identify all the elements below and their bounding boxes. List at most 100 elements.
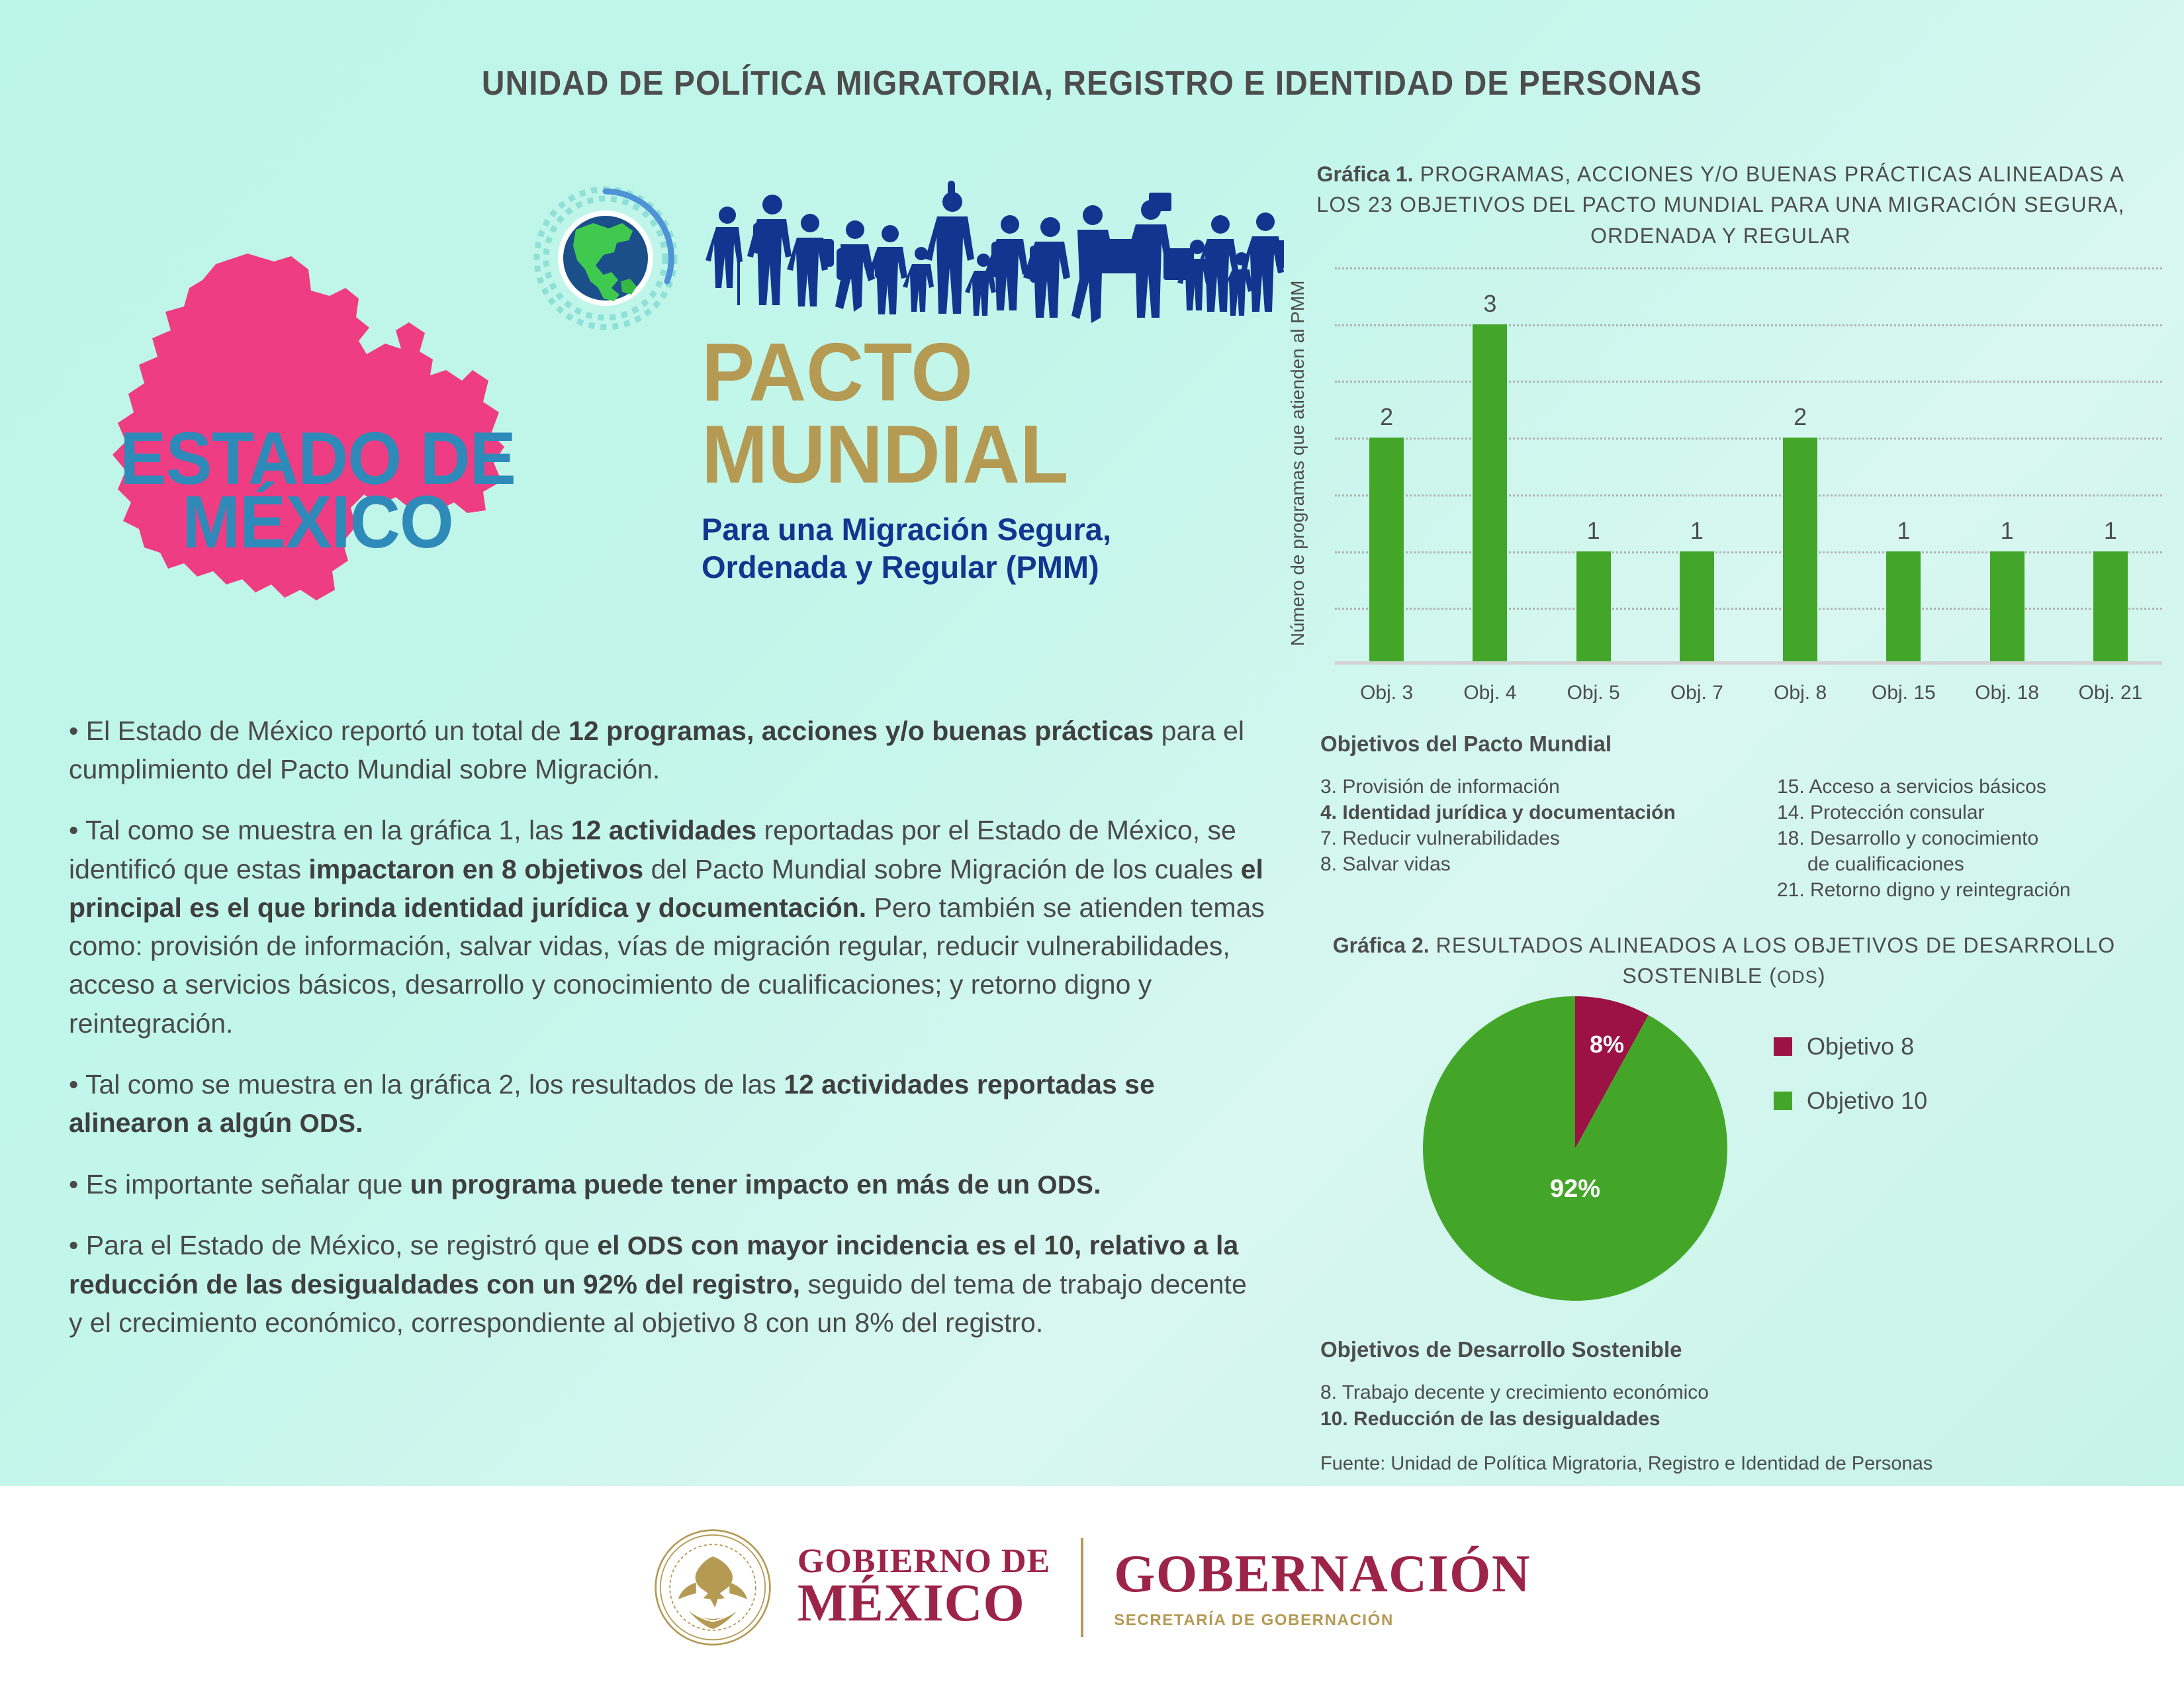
bar-value-label: 1 [1897,516,1911,544]
bar [1679,551,1714,665]
body-paragraph: • Es importante señalar que un programa … [69,1168,1101,1199]
body-paragraph: • Tal como se muestra en la gráfica 1, l… [69,815,1265,1039]
objective-item: 8. Salvar vidas [1320,853,1451,875]
gridline [1335,381,2162,383]
objective-item: 15. Acceso a servicios básicos [1777,776,2046,798]
migrants-silhouette-icon [705,181,1284,323]
gridline [1335,267,2162,269]
bar-value-label: 1 [1690,516,1704,544]
objective-item: 18. Desarrollo y conocimiento [1777,827,2039,849]
globe-icon [529,182,682,334]
bar-value-label: 3 [1483,289,1497,317]
objective-item: 14. Protección consular [1777,802,1985,823]
bar [1886,551,1921,665]
objective-item: 4. Identidad jurídica y documentación [1320,802,1676,823]
objective-item: 21. Retorno digno y reintegración [1777,879,2071,901]
legend-swatch [1774,1037,1792,1056]
bar-value-label: 1 [2103,516,2117,544]
x-axis-tick: Obj. 7 [1670,682,1723,704]
objective-item: 3. Provisión de información [1320,776,1560,798]
gobernacion-wordmark: GOBERNACIÓN SECRETARÍA DE GOBERNACIÓN [1114,1544,1531,1630]
bar-chart-x-axis-labels: Obj. 3 Obj. 4 Obj. 5 Obj. 7 Obj. 8 Obj. 15 Obj… [1335,682,2162,704]
body-text: • El Estado de México reportó un total d… [69,712,1267,1365]
pacto-sub-line-1: Para una Migración Segura, [702,512,1112,547]
x-axis-tick: Obj. 5 [1567,682,1620,704]
legend-swatch [1774,1092,1792,1110]
pie-chart-graphic: 8% 92% [1423,996,1727,1301]
legend-label: Objetivo 10 [1807,1087,1928,1114]
state-line-1: ESTADO DE [120,417,516,500]
bar-value-label: 2 [1794,403,1807,431]
legend-item: Objetivo 10 [1774,1087,1927,1115]
ods-objective-item: 8. Trabajo decente y crecimiento económi… [1320,1382,1709,1403]
gobernacion-sub: SECRETARÍA DE GOBERNACIÓN [1114,1611,1394,1629]
body-paragraph: • Tal como se muestra en la gráfica 2, l… [69,1068,1155,1138]
chart1-title-label: Gráfica 1. [1316,162,1414,186]
x-axis-tick: Obj. 8 [1774,682,1827,704]
footer: GOBIERNO DE MÉXICO GOBERNACIÓN SECRETARÍ… [0,1486,2184,1688]
pie-slices [1423,996,1727,1301]
x-axis-tick: Obj. 18 [1975,682,2039,704]
chart2-title-label: Gráfica 2. [1332,933,1430,957]
ods-objective-item: 10. Reducción de las desigualdades [1320,1407,1661,1430]
bar-group: 1 [1651,267,1743,665]
bar-value-label: 1 [1586,516,1600,544]
bar-group: 1 [2065,267,2156,665]
x-axis-tick: Obj. 3 [1360,682,1414,704]
ods-objectives-legend: Objetivos de Desarrollo Sostenible 8. Tr… [1320,1337,2181,1432]
pie-label-objetivo-10: 92% [1550,1175,1601,1203]
body-paragraph: • El Estado de México reportó un total d… [69,716,1245,785]
bar [2093,551,2128,665]
pacto-sub-line-2: Ordenada y Regular (PMM) [702,549,1099,585]
pie-chart-legend: Objetivo 8 Objetivo 10 [1774,1033,1927,1141]
pie-chart: 8% 92% Objetivo 8 Objetivo 10 [1403,996,2144,1307]
bar-group: 2 [1341,267,1432,665]
bar-group: 1 [1962,267,2053,665]
estado-de-mexico-logo: ESTADO DE MÉXICO [86,248,536,645]
chart1-title: Gráfica 1. PROGRAMAS, ACCIONES Y/O BUENA… [1297,159,2144,251]
bar-group: 3 [1445,267,1536,665]
bar-chart: Número de programas que atienden al PMM … [1287,252,2167,704]
gobierno-de-mexico-wordmark: GOBIERNO DE MÉXICO [797,1542,1051,1633]
gridline [1335,438,2162,440]
ods-objectives-heading: Objetivos de Desarrollo Sostenible [1320,1337,1682,1362]
gobierno-line-2: MÉXICO [797,1574,1025,1633]
logo-block: ESTADO DE MÉXICO [66,169,1284,645]
gridline [1335,324,2162,326]
pacto-mundial-subtitle: Para una Migración Segura, Ordenada y Re… [702,510,1297,586]
pacto-mundial-logo: PACTO MUNDIAL Para una Migración Segura,… [702,175,1297,586]
bar-group: 2 [1754,267,1846,665]
bar [1473,324,1508,665]
gobierno-line-1: GOBIERNO DE [797,1542,1051,1581]
legend-label: Objetivo 8 [1807,1033,1915,1060]
bar-chart-gridlines [1335,267,2162,665]
mexican-coat-of-arms-icon [655,1528,771,1646]
bar [1783,438,1818,665]
state-line-2: MÉXICO [182,481,454,564]
bar-chart-plot: 2 3 1 1 2 1 1 1 [1335,267,2162,665]
bar-chart-y-axis-label: Número de programas que atienden al PMM [1287,280,1308,647]
bar-chart-baseline [1335,661,2162,665]
estado-de-mexico-map-icon [113,254,504,600]
legend-item: Objetivo 8 [1774,1033,1927,1060]
pie-slice-objetivo-8 [1575,996,1649,1149]
gobernacion-main: GOBERNACIÓN [1114,1545,1531,1603]
bar-value-label: 1 [2000,516,2014,544]
gridline [1335,494,2162,496]
bar-chart-bars: 2 3 1 1 2 1 1 1 [1335,267,2162,665]
x-axis-tick: Obj. 21 [2078,682,2143,704]
source-note: Fuente: Unidad de Política Migratoria, R… [1320,1453,1933,1474]
bar-group: 1 [1548,267,1639,665]
chart2-title-tail: ) [1817,964,1826,988]
objective-item: de cualificaciones [1807,853,1964,875]
bar [1369,438,1404,665]
pie-label-objetivo-8: 8% [1590,1031,1625,1058]
x-axis-tick: Obj. 4 [1463,682,1517,704]
page-title: UNIDAD DE POLÍTICA MIGRATORIA, REGISTRO … [481,64,1703,103]
gridline [1335,608,2162,610]
pacto-objectives-column-1: 3. Provisión de información 4. Identidad … [1320,774,1777,903]
bar [1576,551,1611,665]
pacto-objectives-column-2: 15. Acceso a servicios básicos 14. Protec… [1777,774,2174,903]
gridline [1335,551,2162,553]
